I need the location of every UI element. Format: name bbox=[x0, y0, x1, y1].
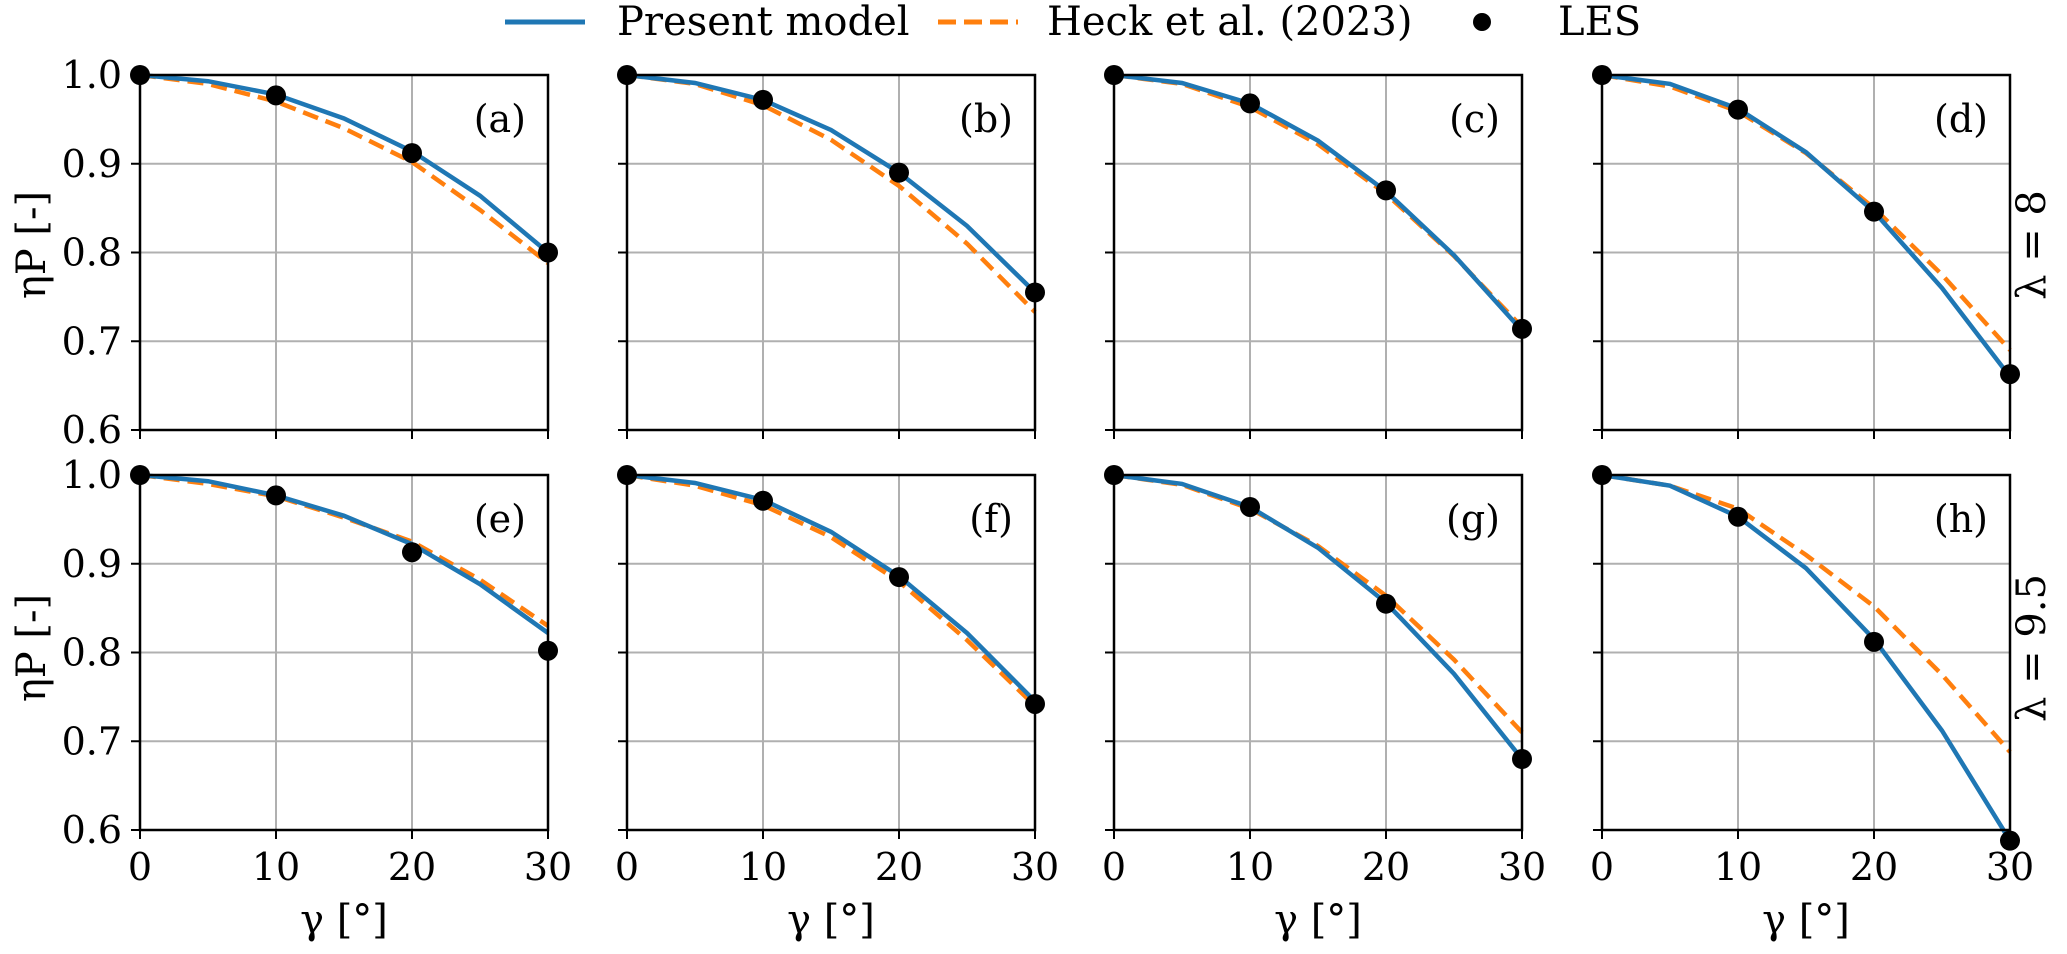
x-tick-label: 0 bbox=[128, 845, 152, 889]
x-tick-label: 10 bbox=[252, 845, 300, 889]
legend-present-label: Present model bbox=[617, 0, 910, 45]
x-tick-label: 20 bbox=[875, 845, 923, 889]
panel-frame bbox=[625, 473, 1037, 832]
x-axis-label: γ [°] bbox=[300, 897, 388, 943]
les-point bbox=[1728, 506, 1748, 527]
x-axis-label: γ [°] bbox=[787, 897, 875, 943]
y-axis-label-row2: ηP [-] bbox=[9, 594, 55, 702]
x-tick-label: 10 bbox=[739, 845, 787, 889]
les-point bbox=[2000, 830, 2020, 851]
present-series-line bbox=[626, 472, 1037, 703]
legend-les-label: LES bbox=[1558, 0, 1641, 45]
y-axis-label-text: ηP [-] bbox=[9, 594, 55, 702]
present-series-line bbox=[1601, 72, 2012, 379]
x-tick-label: 20 bbox=[1362, 845, 1410, 889]
x-tick-label: 20 bbox=[1850, 845, 1898, 889]
y-tick-label: 0.6 bbox=[62, 808, 122, 852]
y-tick-label: 0.7 bbox=[62, 719, 122, 763]
panel-frame bbox=[1112, 473, 1524, 832]
y-tick-label: 0.7 bbox=[62, 319, 122, 363]
x-tick-label: 20 bbox=[388, 845, 436, 889]
present-series-line bbox=[1601, 472, 2012, 842]
heck-series-line bbox=[139, 72, 550, 265]
les-point bbox=[1864, 201, 1884, 222]
les-point bbox=[266, 85, 286, 106]
legend: Present model Heck et al. (2023) LES bbox=[505, 0, 1641, 45]
les-point bbox=[1240, 93, 1260, 114]
row-label-text: λ = 8 bbox=[2009, 190, 2055, 300]
present-series-line bbox=[139, 472, 550, 635]
les-point bbox=[1240, 496, 1260, 517]
les-point bbox=[402, 542, 422, 563]
les-point bbox=[753, 490, 773, 511]
panel-frame bbox=[1600, 473, 2012, 832]
y-tick-label: 0.8 bbox=[62, 231, 122, 275]
panel-label: (b) bbox=[959, 97, 1013, 141]
panel-e: 0.6 0.7 0.8 0.9 1.0 0 10 20 30 γ [°] (e) bbox=[62, 453, 573, 943]
panel-c: (c) bbox=[1104, 65, 1532, 439]
panel-label: (e) bbox=[474, 497, 526, 541]
heck-series-line bbox=[626, 72, 1037, 314]
panel-label: (d) bbox=[1934, 97, 1988, 141]
les-point bbox=[1728, 99, 1748, 120]
present-series-line bbox=[626, 72, 1037, 295]
les-point bbox=[1864, 631, 1884, 652]
panel-frame bbox=[138, 73, 550, 432]
y-axis-label-text: ηP [-] bbox=[9, 191, 55, 299]
y-tick-label: 0.9 bbox=[62, 542, 122, 586]
x-tick-label: 0 bbox=[615, 845, 639, 889]
y-tick-label: 0.6 bbox=[62, 408, 122, 452]
panel-d: (d) bbox=[1592, 65, 2020, 439]
panel-a: 0.6 0.7 0.8 0.9 1.0 (a) bbox=[62, 53, 558, 452]
x-tick-label: 30 bbox=[524, 845, 572, 889]
les-point bbox=[889, 162, 909, 183]
les-point bbox=[402, 143, 422, 164]
panel-frame bbox=[1112, 73, 1524, 432]
present-series-line bbox=[139, 72, 550, 255]
panel-frame bbox=[138, 473, 550, 832]
y-tick-label: 0.9 bbox=[62, 142, 122, 186]
row-label-1: λ = 8 bbox=[2009, 190, 2055, 300]
panels: 0.6 0.7 0.8 0.9 1.0 (a) (b) (c) (d) 0.6 0.7 0.8 0.9 1… bbox=[62, 53, 2035, 943]
y-tick-label: 1.0 bbox=[62, 53, 122, 97]
present-series-line bbox=[1113, 472, 1524, 761]
panel-label: (h) bbox=[1934, 497, 1988, 541]
row-label-2: λ = 9.5 bbox=[2009, 574, 2055, 722]
panel-label: (c) bbox=[1449, 97, 1500, 141]
les-point bbox=[753, 89, 773, 110]
legend-les-marker bbox=[1473, 13, 1491, 31]
panel-label: (g) bbox=[1446, 497, 1500, 541]
x-tick-label: 10 bbox=[1714, 845, 1762, 889]
heck-series-line bbox=[626, 472, 1037, 708]
y-tick-label: 1.0 bbox=[62, 453, 122, 497]
heck-series-line bbox=[1601, 472, 2012, 754]
x-axis-label: γ [°] bbox=[1274, 897, 1362, 943]
panel-frame bbox=[625, 73, 1037, 432]
panel-label: (a) bbox=[474, 97, 526, 141]
y-axis-label-row1: ηP [-] bbox=[9, 191, 55, 299]
x-tick-label: 30 bbox=[1986, 845, 2034, 889]
panel-h: 0 10 20 30 γ [°] (h) bbox=[1590, 465, 2034, 943]
legend-heck-label: Heck et al. (2023) bbox=[1047, 0, 1412, 45]
panel-frame bbox=[1600, 73, 2012, 432]
panel-b: (b) bbox=[617, 65, 1045, 439]
panel-f: 0 10 20 30 γ [°] (f) bbox=[615, 465, 1059, 943]
les-point bbox=[889, 567, 909, 588]
panel-g: 0 10 20 30 γ [°] (g) bbox=[1102, 465, 1546, 943]
panel-label: (f) bbox=[969, 497, 1013, 541]
les-point bbox=[266, 485, 286, 506]
les-point bbox=[1376, 180, 1396, 201]
x-tick-label: 0 bbox=[1102, 845, 1126, 889]
x-axis-label: γ [°] bbox=[1762, 897, 1850, 943]
les-point bbox=[1376, 593, 1396, 614]
x-tick-label: 30 bbox=[1011, 845, 1059, 889]
present-series-line bbox=[1113, 72, 1524, 333]
y-tick-label: 0.8 bbox=[62, 631, 122, 675]
x-tick-label: 30 bbox=[1498, 845, 1546, 889]
x-tick-label: 10 bbox=[1226, 845, 1274, 889]
row-label-text: λ = 9.5 bbox=[2009, 574, 2055, 722]
x-tick-label: 0 bbox=[1590, 845, 1614, 889]
